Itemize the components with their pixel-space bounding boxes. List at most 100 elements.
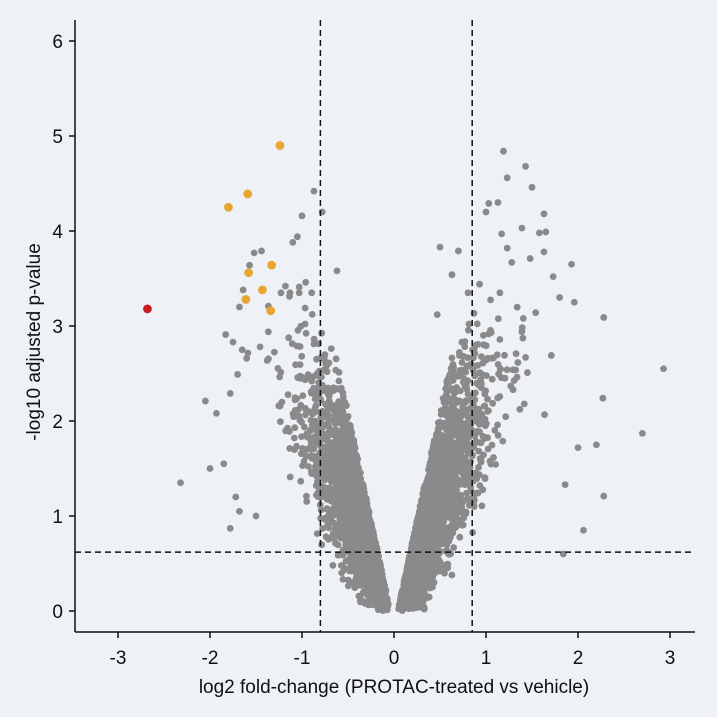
data-point (328, 431, 336, 438)
data-point (333, 267, 341, 275)
data-point (441, 527, 449, 535)
data-point (405, 596, 413, 604)
data-point (485, 200, 493, 207)
data-point (570, 298, 578, 306)
data-point (344, 446, 352, 454)
data-point (326, 510, 333, 518)
data-point (378, 598, 386, 606)
data-point (519, 315, 527, 322)
data-point (307, 388, 315, 396)
data-point (298, 212, 306, 220)
data-point (293, 342, 301, 350)
data-point (486, 457, 494, 465)
data-point (449, 524, 457, 531)
data-point (339, 576, 347, 583)
data-point (238, 346, 246, 354)
data-point (580, 526, 587, 534)
data-point (366, 523, 374, 530)
data-point (265, 355, 272, 363)
data-point (301, 423, 308, 431)
data-point (316, 373, 324, 381)
data-point (232, 493, 240, 501)
data-point (401, 604, 409, 611)
data-point (396, 600, 403, 608)
data-point (417, 543, 424, 551)
data-point (437, 422, 444, 430)
data-point (473, 413, 480, 421)
data-point (293, 442, 300, 450)
data-point (352, 528, 360, 536)
data-point (481, 402, 489, 410)
data-point (202, 397, 209, 405)
data-point (356, 533, 363, 541)
data-point (353, 516, 361, 524)
data-point (282, 427, 290, 435)
data-point (448, 516, 456, 523)
data-point (475, 463, 482, 471)
data-point (476, 280, 483, 288)
data-point (310, 373, 318, 380)
data-point (480, 331, 487, 339)
data-point (206, 465, 214, 472)
data-point (336, 385, 344, 393)
data-point (437, 411, 445, 418)
data-point (335, 398, 342, 406)
data-point (365, 553, 372, 561)
data-point (535, 229, 543, 237)
data-point (493, 351, 501, 359)
data-point (443, 486, 451, 494)
data-point (431, 443, 438, 451)
data-point (465, 479, 473, 487)
data-point (331, 420, 339, 427)
data-point (463, 386, 471, 393)
data-point (410, 601, 418, 609)
data-point (484, 445, 492, 453)
data-point (358, 541, 365, 548)
data-point (463, 495, 470, 503)
data-point (522, 354, 529, 361)
x-axis-title: log2 fold-change (PROTAC-treated vs vehi… (199, 677, 589, 698)
data-point (353, 471, 361, 479)
data-point (313, 355, 320, 363)
data-point (460, 407, 468, 414)
data-point (434, 516, 441, 524)
data-point (456, 352, 463, 359)
data-point (437, 531, 444, 539)
data-point (323, 505, 331, 512)
data-point (464, 289, 472, 297)
data-point (277, 418, 284, 426)
y-tick-label: 2 (52, 412, 63, 433)
data-point (301, 304, 309, 312)
data-point (421, 533, 429, 540)
data-point (234, 371, 242, 378)
data-point (484, 395, 491, 403)
data-point (302, 329, 310, 337)
data-point (467, 487, 475, 495)
data-point (256, 343, 264, 351)
data-point (464, 354, 472, 362)
data-point (342, 474, 349, 482)
data-point (226, 390, 234, 397)
data-point (374, 590, 382, 598)
data-point (294, 326, 302, 334)
data-point (303, 498, 311, 505)
x-tick-label: 2 (573, 648, 584, 669)
data-point (339, 520, 346, 528)
highlight-point (275, 141, 285, 150)
top-hit-point (143, 304, 152, 314)
data-point (430, 563, 437, 571)
data-point (460, 471, 467, 478)
data-point (412, 524, 419, 532)
data-point (556, 294, 563, 301)
data-point (487, 329, 495, 336)
data-point (348, 567, 355, 575)
data-point (457, 398, 465, 406)
data-point (574, 444, 582, 451)
data-point (488, 354, 496, 362)
data-point (342, 484, 350, 492)
data-point (379, 579, 387, 587)
y-tick-label: 3 (52, 317, 63, 338)
data-point (482, 420, 490, 428)
data-point (449, 426, 457, 433)
